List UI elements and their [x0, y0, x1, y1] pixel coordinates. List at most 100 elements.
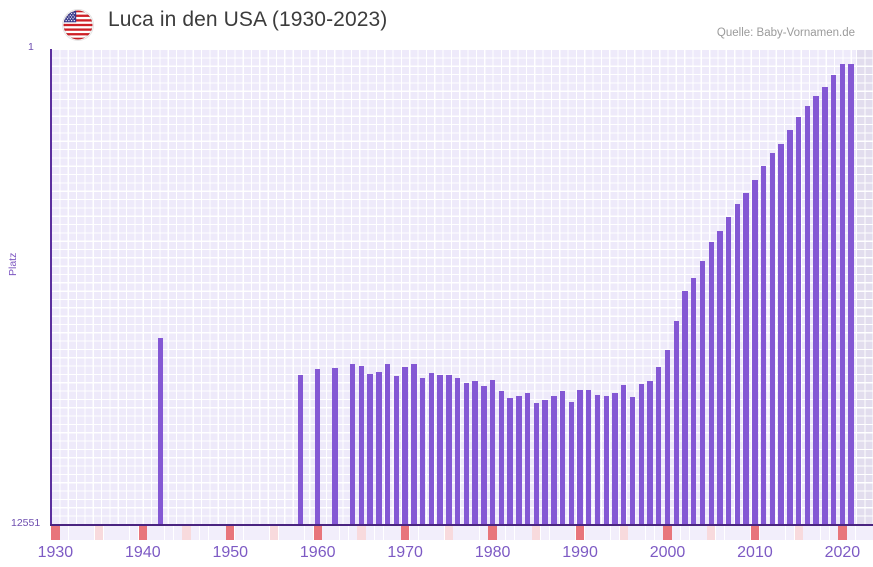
source-label: Quelle: Baby-Vornamen.de — [716, 27, 855, 39]
bar-2005 — [708, 242, 714, 524]
no-data-region — [855, 49, 873, 524]
bar-1964 — [349, 364, 356, 524]
bar-2012 — [769, 153, 776, 524]
x-tick-1987 — [549, 526, 558, 540]
x-tick-1971 — [409, 526, 419, 540]
bar-2004 — [699, 260, 706, 524]
x-axis-label-1960: 1960 — [299, 544, 336, 561]
x-tick-2021 — [846, 526, 856, 540]
x-tick-1959 — [304, 526, 314, 540]
bar-2015 — [795, 117, 802, 524]
y-axis-tick-top: 1 — [28, 41, 34, 53]
x-tick-1943 — [164, 526, 174, 540]
x-tick-1951 — [234, 526, 244, 540]
x-tick-1935 — [94, 526, 104, 540]
bar-1995 — [621, 385, 627, 524]
bar-1973 — [428, 372, 435, 524]
x-axis-label-2020: 2020 — [824, 544, 861, 561]
bar-1976 — [454, 377, 461, 524]
x-tick-1993 — [602, 526, 611, 540]
x-tick-1974 — [435, 526, 445, 540]
bar-2007 — [726, 217, 732, 524]
x-axis-label-1990: 1990 — [562, 544, 598, 561]
bar-1971 — [411, 363, 417, 524]
x-tick-1933 — [77, 526, 86, 540]
x-axis-label-1980: 1980 — [474, 544, 511, 561]
x-tick-major-1940 — [138, 526, 147, 540]
x-tick-2008 — [733, 526, 742, 540]
x-tick-1997 — [637, 526, 646, 540]
bar-2016 — [804, 105, 811, 524]
bar-2011 — [760, 166, 767, 524]
bar-2017 — [813, 96, 819, 524]
x-tick-2018 — [820, 526, 830, 540]
x-tick-1976 — [453, 526, 462, 540]
chart-plot-area — [51, 49, 873, 524]
bar-1970 — [402, 366, 408, 524]
x-tick-1952 — [243, 526, 252, 540]
x-tick-1996 — [628, 526, 637, 540]
bar-2008 — [734, 204, 741, 524]
x-tick-1978 — [470, 526, 480, 540]
x-tick-1939 — [129, 526, 139, 540]
x-tick-1948 — [208, 526, 217, 540]
x-tick-major-2010 — [750, 526, 760, 540]
x-tick-2014 — [785, 526, 795, 540]
x-tick-major-1990 — [575, 526, 585, 540]
bar-1993 — [603, 395, 609, 524]
x-tick-1972 — [418, 526, 427, 540]
bar-2013 — [778, 143, 784, 524]
x-tick-1985 — [532, 526, 541, 540]
x-axis-tick-strip — [51, 526, 873, 540]
x-tick-2017 — [812, 526, 821, 540]
bar-2021 — [848, 64, 854, 524]
x-tick-2019 — [829, 526, 838, 540]
bar-1978 — [472, 380, 478, 524]
bar-1982 — [507, 398, 513, 524]
x-tick-1947 — [199, 526, 209, 540]
bar-1996 — [629, 397, 636, 524]
x-tick-1977 — [462, 526, 471, 540]
x-axis-label-1930: 1930 — [37, 544, 74, 561]
bar-1975 — [446, 375, 452, 524]
bar-1989 — [568, 402, 574, 524]
x-tick-1991 — [584, 526, 593, 540]
bar-1979 — [481, 386, 487, 524]
x-tick-1932 — [68, 526, 77, 540]
bar-2010 — [752, 179, 758, 524]
x-tick-1973 — [427, 526, 436, 540]
bar-1994 — [612, 393, 618, 524]
x-tick-2009 — [742, 526, 751, 540]
x-tick-2007 — [724, 526, 733, 540]
y-axis-title: Platz — [7, 252, 19, 276]
x-tick-1988 — [558, 526, 567, 540]
bar-1983 — [516, 395, 522, 524]
x-tick-1994 — [610, 526, 620, 540]
x-tick-1937 — [112, 526, 121, 540]
x-tick-1964 — [348, 526, 357, 540]
x-tick-1969 — [392, 526, 401, 540]
x-tick-1942 — [156, 526, 165, 540]
bar-1942 — [157, 337, 163, 524]
x-axis-line — [50, 524, 873, 526]
bar-1991 — [586, 389, 592, 524]
x-tick-2006 — [715, 526, 725, 540]
x-tick-major-1930 — [51, 526, 60, 540]
x-axis-label-1940: 1940 — [125, 544, 161, 561]
bar-1988 — [559, 391, 566, 524]
x-tick-1966 — [366, 526, 375, 540]
bar-2018 — [822, 86, 828, 524]
x-tick-1961 — [322, 526, 331, 540]
x-tick-1962 — [331, 526, 340, 540]
bar-1967 — [376, 372, 382, 524]
bar-1969 — [393, 375, 400, 524]
bar-2009 — [743, 192, 749, 524]
x-tick-1984 — [523, 526, 532, 540]
us-flag-icon — [63, 10, 93, 40]
x-tick-1983 — [514, 526, 523, 540]
bar-1981 — [498, 390, 505, 524]
bar-1974 — [437, 374, 443, 524]
x-tick-1982 — [505, 526, 515, 540]
x-tick-2013 — [777, 526, 786, 540]
y-axis-line — [50, 49, 52, 525]
